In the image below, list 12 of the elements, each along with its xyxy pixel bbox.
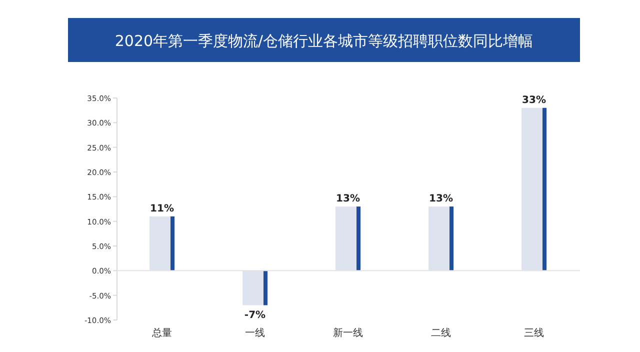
data-label: 11% [150,203,174,214]
data-label: -7% [244,310,266,322]
data-label: 33% [522,94,546,106]
x-tick-label: 总量 [151,327,172,339]
chart-title: 2020年第一季度物流/仓储行业各城市等级招聘职位数同比增幅 [114,32,534,50]
x-tick-label: 新一线 [333,327,363,339]
data-label: 13% [336,194,360,205]
title: 2020年第一季度物流/仓储行业各城市等级招聘职位数同比增幅 [68,18,580,62]
x-tick-label: 三线 [524,327,544,339]
x-tick-label: 二线 [431,327,451,339]
data-label: 13% [429,194,453,205]
x-tick-label: 一线 [245,327,265,339]
